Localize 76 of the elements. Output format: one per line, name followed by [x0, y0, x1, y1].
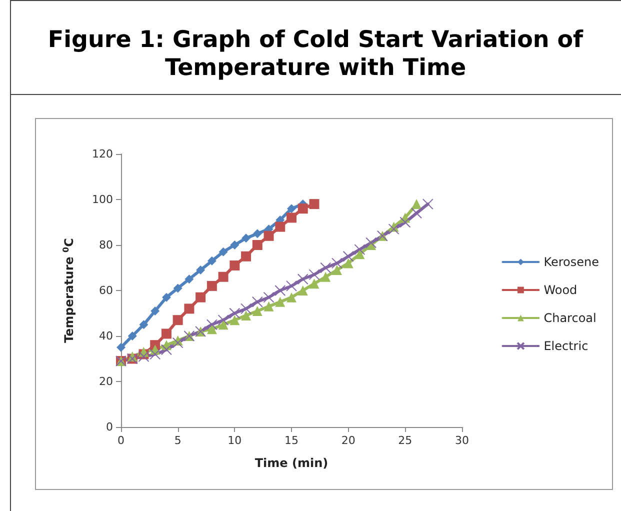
- y-tick-label: 20: [99, 375, 113, 388]
- point: [412, 199, 422, 210]
- point: [400, 216, 411, 228]
- point: [286, 292, 296, 302]
- point: [298, 204, 308, 214]
- point: [298, 286, 308, 296]
- point: [287, 204, 296, 214]
- point: [229, 308, 240, 319]
- point: [150, 306, 160, 316]
- point: [252, 306, 262, 316]
- y-tick-label: 0: [106, 420, 113, 434]
- point: [184, 274, 194, 284]
- point: [206, 324, 217, 334]
- x-tick-label: 5: [174, 434, 182, 447]
- point: [218, 247, 228, 256]
- point: [196, 292, 206, 302]
- y-tick-label: 100: [92, 193, 113, 206]
- point: [241, 251, 252, 262]
- point: [241, 310, 252, 321]
- legend-label: Kerosene: [544, 255, 600, 269]
- y-tick-label: 40: [99, 330, 113, 342]
- point: [218, 314, 229, 326]
- point: [332, 265, 342, 276]
- point: [309, 199, 320, 210]
- point: [162, 292, 171, 302]
- x-tick-label: 15: [284, 434, 298, 447]
- legend-label: Wood: [544, 283, 578, 297]
- point: [218, 272, 228, 282]
- y-tick-label: 120: [92, 148, 113, 160]
- point: [196, 266, 206, 275]
- legend-label: Electric: [544, 339, 588, 353]
- point: [150, 348, 161, 360]
- point: [161, 328, 172, 339]
- x-tick-label: 10: [228, 434, 242, 447]
- y-tick-label: 60: [99, 284, 113, 297]
- point: [230, 315, 240, 326]
- point: [343, 258, 354, 268]
- point: [297, 274, 308, 285]
- x-tick-label: 30: [455, 434, 469, 447]
- point: [252, 296, 263, 308]
- x-tick-label: 0: [118, 434, 124, 447]
- point: [275, 296, 286, 307]
- point: [173, 284, 182, 293]
- point: [206, 319, 218, 330]
- point: [207, 256, 216, 266]
- point: [206, 280, 217, 291]
- point: [264, 301, 274, 312]
- point: [320, 272, 331, 282]
- point: [139, 320, 148, 330]
- y-axis-title: Temperature 0C: [62, 238, 76, 343]
- point: [160, 344, 172, 356]
- x-axis-title: Time (min): [254, 456, 328, 470]
- point: [172, 337, 184, 348]
- point: [128, 332, 137, 340]
- legend-label: Charcoal: [544, 311, 596, 325]
- point: [252, 240, 262, 250]
- point: [264, 230, 274, 241]
- point: [230, 240, 240, 250]
- point: [242, 234, 251, 243]
- point: [286, 212, 296, 223]
- point: [172, 315, 183, 326]
- point: [116, 342, 126, 352]
- point: [252, 229, 262, 238]
- point: [366, 237, 377, 248]
- point: [309, 278, 320, 289]
- y-tick-label: 80: [99, 238, 113, 252]
- x-tick-label: 25: [398, 434, 412, 447]
- point: [388, 224, 400, 235]
- point: [184, 304, 194, 314]
- point: [230, 260, 240, 270]
- point: [138, 350, 150, 362]
- chart-title: Figure 1: Graph of Cold Start Variation of Temperature with Time: [46, 26, 584, 82]
- point: [275, 222, 286, 232]
- point: [354, 249, 365, 260]
- x-tick-label: 20: [341, 434, 356, 447]
- point: [218, 320, 228, 330]
